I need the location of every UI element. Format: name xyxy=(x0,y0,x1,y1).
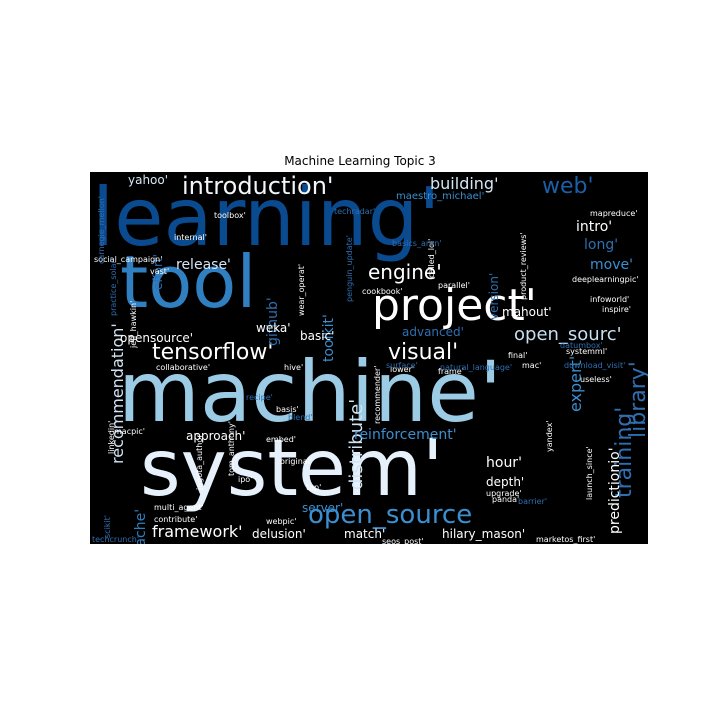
cloud-word: deeplearningpic' xyxy=(572,275,639,284)
cloud-word: visual' xyxy=(388,340,459,365)
cloud-word: parallel' xyxy=(438,281,470,290)
cloud-word: web' xyxy=(542,174,594,199)
cloud-word: system' xyxy=(140,424,444,514)
cloud-word: jagota_author' xyxy=(195,432,204,490)
cloud-word: depth' xyxy=(486,475,525,489)
cloud-word: intro' xyxy=(576,219,613,235)
cloud-word: hilary_mason' xyxy=(442,527,526,541)
cloud-word: weka' xyxy=(256,321,291,335)
cloud-word: tool xyxy=(120,240,257,324)
cloud-word: move' xyxy=(590,257,633,273)
cloud-word: panda' xyxy=(492,495,520,504)
cloud-word: basics_arun' xyxy=(392,239,442,248)
cloud-word: natural_language' xyxy=(440,363,513,372)
cloud-word: framework' xyxy=(152,522,243,541)
cloud-word: opensource' xyxy=(120,331,194,345)
cloud-word: linkedin' xyxy=(107,420,116,454)
cloud-word: advanced' xyxy=(402,325,464,339)
cloud-word: maestro_michael' xyxy=(396,191,485,202)
cloud-word: inspire' xyxy=(602,305,631,314)
cloud-word: cookbook' xyxy=(362,287,403,296)
cloud-word: blend' xyxy=(288,413,313,422)
cloud-word: social_campaign' xyxy=(94,255,163,264)
cloud-word: product_reviews' xyxy=(519,232,528,300)
cloud-word: upgrade' xyxy=(486,489,522,498)
cloud-word: long' xyxy=(584,237,619,253)
cloud-word: launch_since' xyxy=(585,446,594,500)
cloud-word: systemml' xyxy=(566,347,608,356)
cloud-word: techradar' xyxy=(334,207,376,216)
cloud-word: lower' xyxy=(390,365,415,374)
cloud-word: basic' xyxy=(300,329,335,343)
cloud-word: project' xyxy=(372,280,537,331)
cloud-word: marketos_first' xyxy=(536,535,596,544)
cloud-word: reinforcement' xyxy=(354,427,457,443)
cloud-word: yahoo' xyxy=(128,173,169,187)
cloud-word: useless' xyxy=(580,375,612,384)
cloud-word: contribute' xyxy=(154,515,198,524)
cloud-word: hour' xyxy=(486,455,522,471)
cloud-word: seos_post' xyxy=(382,537,424,545)
cloud-word: ipo' xyxy=(238,475,253,484)
cloud-word: mapreduce' xyxy=(590,209,638,218)
cloud-word: jeff_hawkin' xyxy=(129,300,138,348)
cloud-word: release' xyxy=(176,257,231,273)
cloud-word: multi_agent' xyxy=(154,503,204,512)
cloud-word: original' xyxy=(280,457,313,466)
cloud-word: penguin_update' xyxy=(345,235,354,302)
cloud-word: introduction' xyxy=(182,172,334,200)
cloud-word: yandex' xyxy=(545,420,554,453)
cloud-word: delusion' xyxy=(252,527,306,541)
cloud-word: toolbox' xyxy=(214,211,246,220)
cloud-word: learning' xyxy=(92,172,441,264)
cloud-word: surface' xyxy=(386,361,418,370)
cloud-word: collaborative' xyxy=(156,363,211,372)
cloud-word: tap' xyxy=(306,483,322,492)
cloud-word: embed' xyxy=(266,435,296,444)
cloud-word: machine' xyxy=(118,343,503,441)
cloud-word: internal' xyxy=(174,233,207,242)
cloud-word: predictionio' xyxy=(607,447,623,534)
cloud-word: barrier' xyxy=(518,497,548,506)
cloud-word: mac' xyxy=(522,361,542,370)
cloud-word: tom_anthony' xyxy=(227,421,236,476)
cloud-word: distribute' xyxy=(346,398,367,490)
cloud-word: infoworld' xyxy=(590,295,630,304)
figure-title: Machine Learning Topic 3 xyxy=(284,154,436,168)
cloud-word: mahout' xyxy=(502,305,552,319)
cloud-word: scikit' xyxy=(103,515,112,538)
cloud-word: practice_solar' xyxy=(109,257,118,316)
cloud-word: download_visit' xyxy=(564,361,626,370)
cloud-word: recipe' xyxy=(246,393,273,402)
cloud-word: final' xyxy=(508,351,528,360)
cloud-word: tensorflow' xyxy=(152,340,274,365)
cloud-word: server' xyxy=(302,501,344,515)
cloud-word: hive' xyxy=(284,363,304,372)
cloud-word: techcrunch' xyxy=(92,535,140,544)
cloud-word: wear_operat' xyxy=(297,263,306,316)
cloud-word: vast' xyxy=(150,267,170,276)
cloud-word: open_source xyxy=(308,500,473,530)
cloud-word: version' xyxy=(487,272,501,320)
cloud-word: approach' xyxy=(186,429,246,443)
cloud-word: basis' xyxy=(276,405,299,414)
cloud-word: open_sourc' xyxy=(514,324,622,345)
cloud-word: carnegie_mellon' xyxy=(97,196,106,264)
cloud-word: building' xyxy=(430,174,499,193)
word-cloud: learning' tool project' machine' system' intr… xyxy=(90,172,648,544)
cloud-word: webpic' xyxy=(266,517,297,526)
cloud-word: macpic' xyxy=(114,427,145,436)
cloud-word: recommender' xyxy=(373,365,382,424)
cloud-word: datumbox' xyxy=(560,341,603,350)
cloud-word: frame' xyxy=(438,367,464,376)
cloud-word: engine' xyxy=(368,260,442,284)
cloud-word: match' xyxy=(344,527,386,541)
